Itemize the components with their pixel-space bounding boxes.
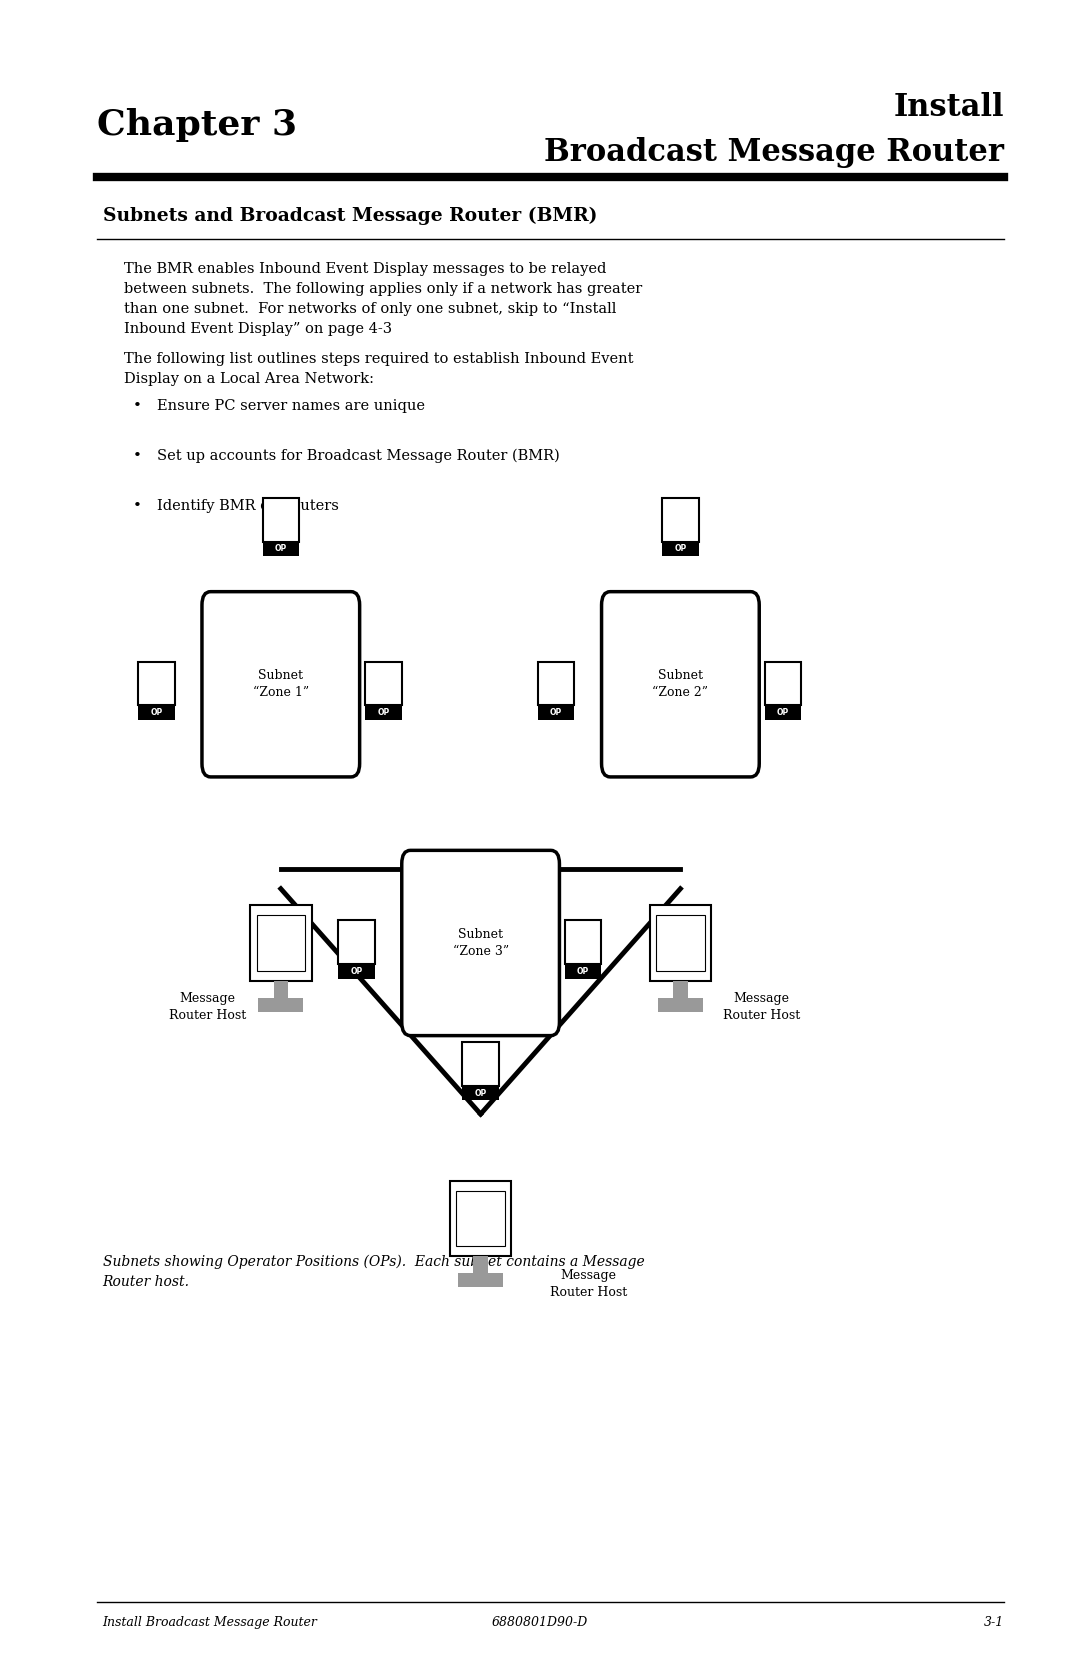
- Bar: [138, 706, 175, 719]
- Text: OP: OP: [350, 966, 363, 976]
- Text: OP: OP: [150, 708, 163, 718]
- Text: OP: OP: [474, 1088, 487, 1098]
- FancyBboxPatch shape: [538, 661, 575, 706]
- Bar: [338, 965, 375, 978]
- Text: Identify BMR computers: Identify BMR computers: [157, 499, 338, 512]
- Text: OP: OP: [577, 966, 590, 976]
- FancyBboxPatch shape: [365, 661, 402, 706]
- Bar: [473, 1255, 488, 1273]
- Text: 6880801D90-D: 6880801D90-D: [491, 1616, 589, 1629]
- FancyBboxPatch shape: [765, 661, 801, 706]
- Text: OP: OP: [674, 544, 687, 554]
- Bar: [365, 706, 402, 719]
- Bar: [257, 915, 306, 971]
- Text: Subnets and Broadcast Message Router (BMR): Subnets and Broadcast Message Router (BM…: [103, 207, 597, 225]
- Text: Subnet
“Zone 1”: Subnet “Zone 1”: [253, 669, 309, 699]
- Bar: [673, 981, 688, 998]
- FancyBboxPatch shape: [450, 1182, 512, 1255]
- Text: Install: Install: [894, 92, 1004, 124]
- Text: Ensure PC server names are unique: Ensure PC server names are unique: [157, 399, 424, 412]
- Bar: [657, 915, 705, 971]
- FancyBboxPatch shape: [565, 920, 602, 965]
- Text: The following list outlines steps required to establish Inbound Event
Display on: The following list outlines steps requir…: [124, 352, 634, 386]
- Bar: [457, 1192, 504, 1245]
- FancyBboxPatch shape: [650, 906, 712, 981]
- Text: Subnet
“Zone 2”: Subnet “Zone 2”: [652, 669, 708, 699]
- Bar: [458, 1273, 503, 1287]
- Text: •: •: [133, 449, 141, 462]
- Text: Message
Router Host: Message Router Host: [168, 991, 246, 1021]
- Text: •: •: [133, 499, 141, 512]
- Text: Install Broadcast Message Router: Install Broadcast Message Router: [103, 1616, 318, 1629]
- Bar: [462, 1085, 499, 1100]
- FancyBboxPatch shape: [262, 497, 299, 541]
- Text: OP: OP: [274, 544, 287, 554]
- Bar: [565, 965, 602, 978]
- Text: Subnets showing Operator Positions (OPs).  Each subnet contains a Message
Router: Subnets showing Operator Positions (OPs)…: [103, 1255, 645, 1288]
- Text: 3-1: 3-1: [984, 1616, 1004, 1629]
- Text: OP: OP: [550, 708, 563, 718]
- Text: •: •: [133, 399, 141, 412]
- Bar: [273, 981, 288, 998]
- Text: Message
Router Host: Message Router Host: [550, 1270, 627, 1298]
- Text: Message
Router Host: Message Router Host: [723, 991, 800, 1021]
- FancyBboxPatch shape: [251, 906, 311, 981]
- FancyBboxPatch shape: [202, 592, 360, 778]
- FancyBboxPatch shape: [662, 497, 699, 541]
- Text: Chapter 3: Chapter 3: [97, 108, 297, 142]
- Text: Set up accounts for Broadcast Message Router (BMR): Set up accounts for Broadcast Message Ro…: [157, 449, 559, 464]
- FancyBboxPatch shape: [462, 1041, 499, 1085]
- Bar: [765, 706, 801, 719]
- Text: Broadcast Message Router: Broadcast Message Router: [544, 137, 1004, 169]
- Bar: [538, 706, 575, 719]
- Text: Subnet
“Zone 3”: Subnet “Zone 3”: [453, 928, 509, 958]
- FancyBboxPatch shape: [338, 920, 375, 965]
- FancyBboxPatch shape: [602, 592, 759, 778]
- Bar: [262, 541, 299, 556]
- Bar: [662, 541, 699, 556]
- Text: OP: OP: [777, 708, 789, 718]
- Text: OP: OP: [377, 708, 390, 718]
- FancyBboxPatch shape: [138, 661, 175, 706]
- Bar: [258, 998, 303, 1011]
- FancyBboxPatch shape: [402, 851, 559, 1035]
- Bar: [658, 998, 703, 1011]
- Text: The BMR enables Inbound Event Display messages to be relayed
between subnets.  T: The BMR enables Inbound Event Display me…: [124, 262, 643, 335]
